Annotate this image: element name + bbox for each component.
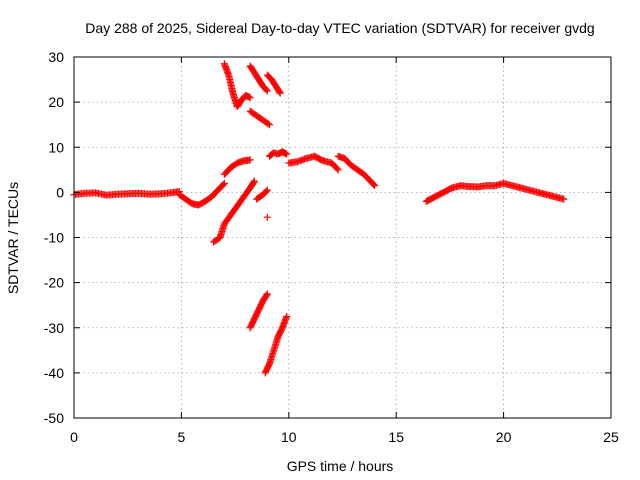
series-arc-14	[285, 152, 342, 174]
y-tick-label: 0	[56, 184, 64, 200]
data-point	[263, 186, 271, 194]
data-points	[70, 60, 568, 377]
data-point	[275, 88, 283, 96]
series-arc-1	[70, 187, 183, 199]
data-point	[219, 180, 227, 188]
x-tick-label: 10	[281, 429, 297, 445]
x-tick-label: 5	[178, 429, 186, 445]
y-tick-label: 30	[48, 49, 64, 65]
x-tick-label: 20	[496, 429, 512, 445]
chart-title: Day 288 of 2025, Sidereal Day-to-day VTE…	[85, 20, 594, 36]
data-point	[246, 94, 254, 102]
data-point	[263, 290, 271, 298]
data-point	[334, 166, 342, 174]
y-tick-label: -30	[44, 320, 64, 336]
series-arc-13	[265, 148, 291, 160]
data-point	[246, 156, 254, 164]
y-tick-labels: -50 -40 -30 -20 -10 0 10 20 30	[44, 49, 64, 426]
series-arc-15	[334, 152, 379, 190]
data-point	[333, 165, 341, 173]
series-arc-16	[422, 179, 568, 205]
x-tick-label: 0	[70, 429, 78, 445]
series-arc-7	[263, 71, 284, 97]
data-point	[371, 182, 379, 190]
y-axis-label: SDTVAR / TECUs	[5, 182, 21, 294]
series-arc-8	[246, 107, 273, 129]
series-arc-4	[220, 156, 254, 178]
series-arc-6	[246, 62, 271, 95]
data-point	[283, 150, 291, 158]
data-point	[263, 87, 271, 95]
data-point	[250, 177, 258, 185]
y-tick-label: 20	[48, 94, 64, 110]
series-arc-5	[220, 60, 254, 111]
data-point	[370, 180, 378, 188]
data-point	[264, 120, 272, 128]
data-point	[250, 178, 258, 186]
series-arc-2	[175, 179, 228, 209]
data-point	[220, 179, 228, 187]
axis-ticks	[73, 56, 612, 419]
data-point	[262, 187, 270, 195]
data-point	[262, 86, 270, 94]
series-arc-9	[253, 186, 271, 203]
x-tick-label: 25	[603, 429, 619, 445]
series-arc-11	[261, 312, 291, 377]
grid-lines	[74, 57, 611, 418]
y-tick-label: -50	[44, 410, 64, 426]
data-point	[283, 312, 291, 320]
series-arc-12	[263, 213, 271, 221]
data-point	[560, 195, 568, 203]
data-point	[263, 291, 271, 299]
series-arc-10	[246, 290, 271, 332]
x-tick-label: 15	[388, 429, 404, 445]
y-tick-label: -20	[44, 275, 64, 291]
y-tick-label: -10	[44, 230, 64, 246]
series-arc-3	[210, 177, 258, 246]
data-point	[276, 89, 284, 97]
data-point	[265, 121, 273, 129]
data-point	[263, 213, 271, 221]
x-tick-labels: 0 5 10 15 20 25	[70, 429, 619, 445]
x-axis-label: GPS time / hours	[287, 458, 394, 474]
y-tick-label: 10	[48, 139, 64, 155]
y-tick-label: -40	[44, 365, 64, 381]
plot-frame	[73, 56, 612, 419]
